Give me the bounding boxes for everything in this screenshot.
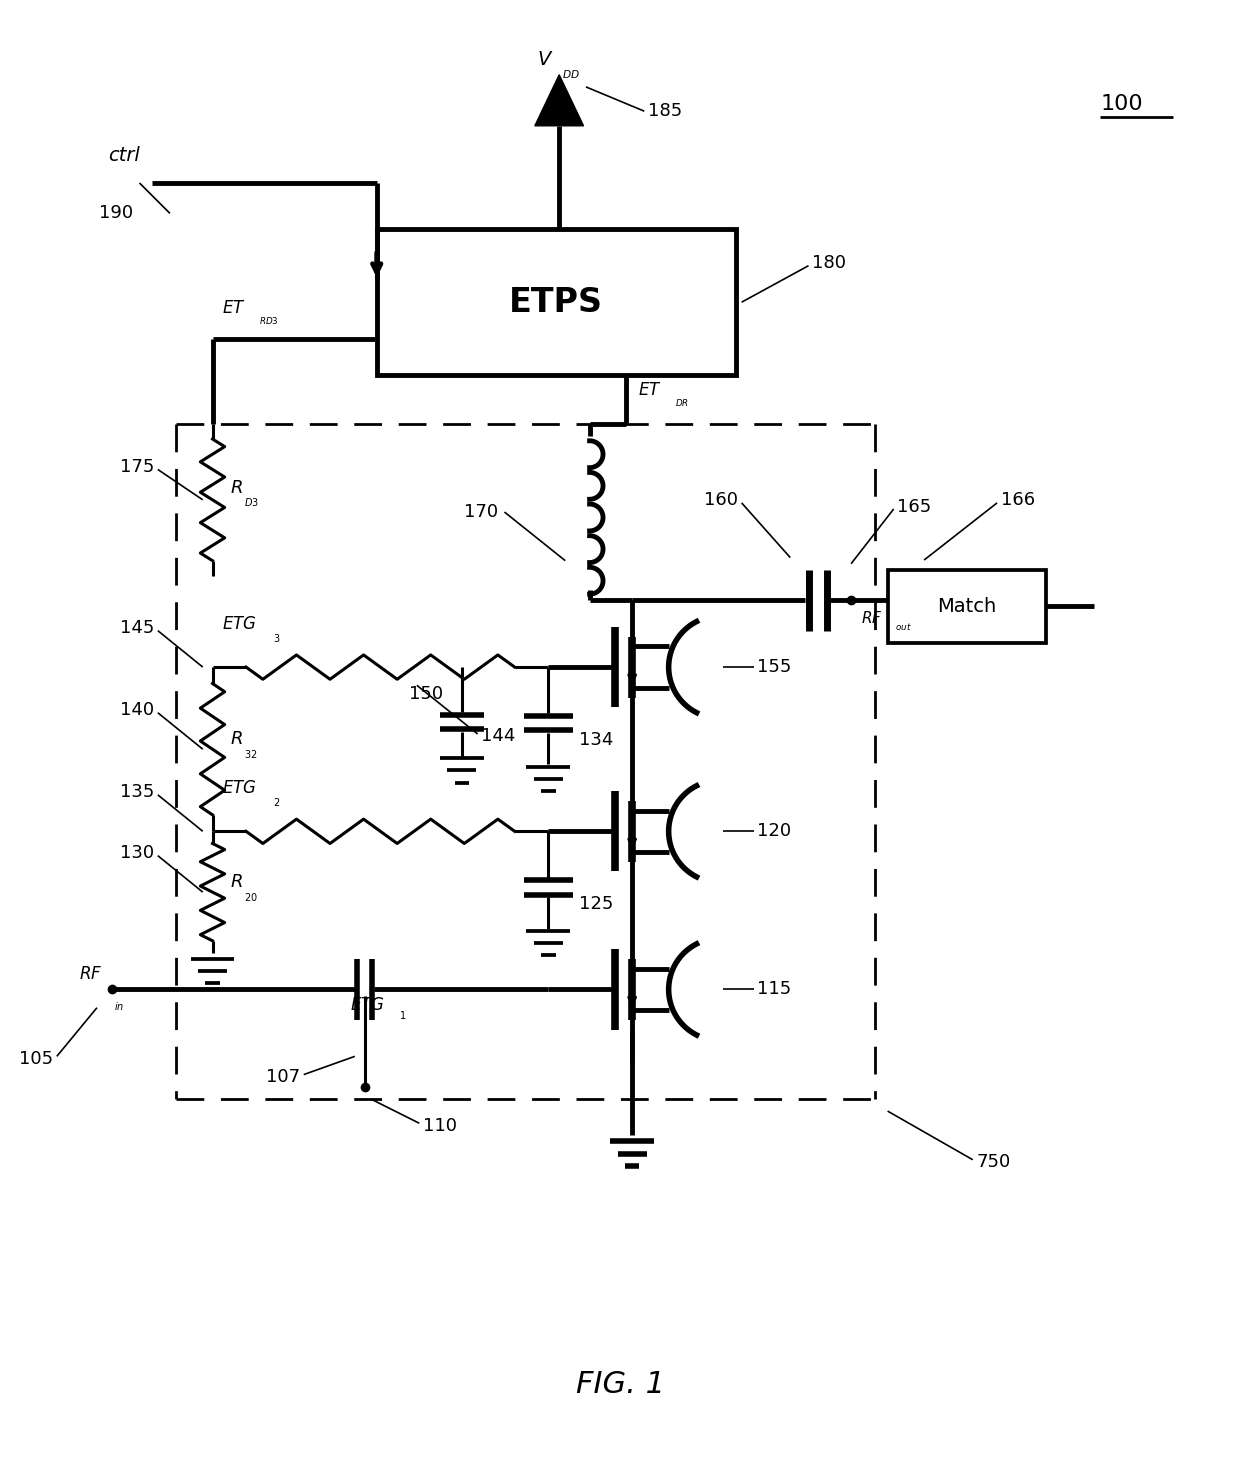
Text: $ETG$: $ETG$ bbox=[222, 780, 257, 797]
Text: 185: 185 bbox=[649, 103, 682, 120]
Text: $ETG$: $ETG$ bbox=[350, 995, 384, 1013]
Text: 150: 150 bbox=[409, 686, 444, 703]
Text: 750: 750 bbox=[976, 1154, 1011, 1171]
Text: 180: 180 bbox=[812, 254, 846, 272]
Text: $ETG$: $ETG$ bbox=[222, 615, 257, 633]
Text: $R$: $R$ bbox=[229, 873, 242, 891]
Text: $_{D3}$: $_{D3}$ bbox=[244, 495, 259, 509]
Text: $_{20}$: $_{20}$ bbox=[244, 890, 258, 904]
Text: $_{in}$: $_{in}$ bbox=[114, 1000, 124, 1013]
Text: 166: 166 bbox=[1001, 492, 1035, 509]
Text: $_{out}$: $_{out}$ bbox=[895, 619, 911, 633]
Text: 175: 175 bbox=[120, 458, 154, 476]
Bar bbox=[377, 229, 735, 376]
Text: 107: 107 bbox=[265, 1069, 300, 1086]
Text: 165: 165 bbox=[898, 498, 931, 515]
Polygon shape bbox=[534, 75, 584, 126]
Text: $_{3}$: $_{3}$ bbox=[273, 631, 280, 646]
Text: ctrl: ctrl bbox=[108, 145, 140, 164]
Text: 170: 170 bbox=[464, 504, 498, 521]
Text: $_{1}$: $_{1}$ bbox=[398, 1007, 405, 1022]
Text: 130: 130 bbox=[120, 844, 154, 862]
Text: 155: 155 bbox=[758, 658, 792, 677]
Text: $V$: $V$ bbox=[537, 50, 553, 69]
Text: 100: 100 bbox=[1100, 94, 1143, 113]
Bar bbox=[888, 570, 1045, 643]
Text: $_{DR}$: $_{DR}$ bbox=[675, 396, 689, 410]
Text: 105: 105 bbox=[19, 1050, 53, 1067]
Text: $_{2}$: $_{2}$ bbox=[273, 796, 280, 809]
Text: 160: 160 bbox=[704, 492, 738, 509]
Text: 145: 145 bbox=[120, 619, 154, 637]
Text: 125: 125 bbox=[579, 895, 613, 913]
Text: 190: 190 bbox=[99, 204, 134, 222]
Text: FIG. 1: FIG. 1 bbox=[575, 1370, 665, 1399]
Text: $_{32}$: $_{32}$ bbox=[244, 747, 258, 760]
Text: $_{RD3}$: $_{RD3}$ bbox=[259, 314, 279, 326]
Text: 115: 115 bbox=[758, 981, 791, 998]
Text: 135: 135 bbox=[120, 784, 154, 802]
Text: $R$: $R$ bbox=[229, 731, 242, 749]
Text: 140: 140 bbox=[120, 702, 154, 719]
Text: 120: 120 bbox=[758, 822, 791, 840]
Text: $_{DD}$: $_{DD}$ bbox=[562, 66, 579, 81]
Text: $ET$: $ET$ bbox=[222, 299, 246, 317]
Text: $ET$: $ET$ bbox=[639, 382, 662, 399]
Text: $RF$: $RF$ bbox=[78, 966, 102, 984]
Text: $R$: $R$ bbox=[229, 479, 242, 496]
Text: ETPS: ETPS bbox=[510, 286, 603, 319]
Text: Match: Match bbox=[937, 597, 996, 615]
Text: 134: 134 bbox=[579, 731, 613, 749]
Text: 144: 144 bbox=[481, 728, 516, 746]
Text: 110: 110 bbox=[423, 1117, 458, 1135]
Text: $RF$: $RF$ bbox=[861, 609, 883, 625]
